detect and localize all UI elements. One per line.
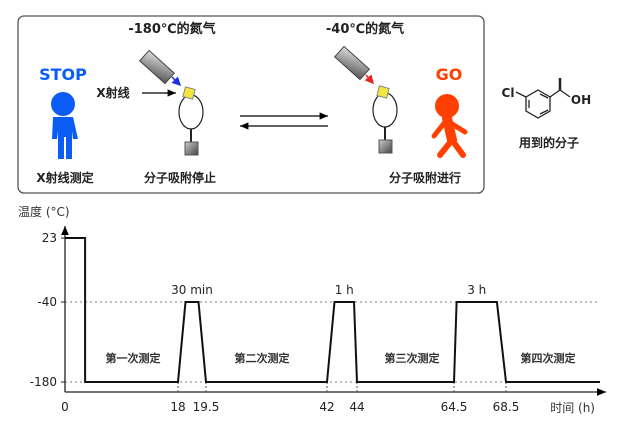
peak-label-30min: 30 min <box>171 283 213 297</box>
peak-label-1h: 1 h <box>335 283 354 297</box>
xray-measure-caption: X射线测定 <box>36 170 93 185</box>
chlorine-label: Cl <box>502 86 515 100</box>
molecule-caption: 用到的分子 <box>518 135 579 150</box>
x-tick-label: 42 <box>319 400 334 414</box>
x-tick-label: 18 <box>170 400 185 414</box>
right-gas-label: -40℃的氮气 <box>326 21 404 37</box>
walking-person-icon <box>431 94 468 158</box>
molecule-structure <box>515 78 571 119</box>
equilibrium-arrows-icon <box>240 112 328 130</box>
phase-label-2: 第二次测定 <box>235 351 290 365</box>
x-tick-label: 64.5 <box>441 400 468 414</box>
temperature-profile-line <box>65 237 600 383</box>
x-axis-label: 时间 (h) <box>550 401 595 415</box>
adsorption-go-caption: 分子吸附进行 <box>389 170 461 185</box>
y-axis-label: 温度 (°C) <box>18 204 70 219</box>
phase-label-3: 第三次测定 <box>385 351 440 365</box>
y-tick-label: -180 <box>30 375 57 389</box>
x-tick-label: 44 <box>349 400 364 414</box>
x-tick-label: 19.5 <box>193 400 220 414</box>
x-tick-label: 0 <box>61 400 69 414</box>
crystal-loop-icon <box>178 86 204 156</box>
x-tick-label: 68.5 <box>493 400 520 414</box>
adsorption-stop-caption: 分子吸附停止 <box>144 170 216 185</box>
cryo-nozzle-icon <box>333 45 371 81</box>
temperature-chart: 温度 (°C) 时间 (h) 23 -40 -180 0 18 19.5 42 44 64.5 6… <box>18 204 606 415</box>
cryo-nozzle-icon <box>138 49 176 85</box>
go-label: GO <box>436 65 463 84</box>
scheme-border <box>17 15 485 194</box>
stop-label: STOP <box>39 65 87 84</box>
phase-label-4: 第四次测定 <box>521 351 576 365</box>
left-gas-label: -180℃的氮气 <box>128 21 215 37</box>
scheme-panel: STOP X射线测定 -180℃的氮气 X射线 分子吸附停止 -40℃的氮气 <box>17 15 485 194</box>
standing-person-icon <box>51 92 78 159</box>
phase-label-1: 第一次测定 <box>106 351 161 365</box>
y-tick-label: 23 <box>42 231 57 245</box>
cold-flow-arrow <box>171 76 182 87</box>
crystal-loop-icon <box>372 85 398 154</box>
xray-label: X射线 <box>96 85 129 100</box>
peak-label-3h: 3 h <box>467 283 486 297</box>
warm-flow-arrow <box>364 74 374 85</box>
y-tick-label: -40 <box>37 295 57 309</box>
hydroxyl-label: OH <box>571 93 591 107</box>
